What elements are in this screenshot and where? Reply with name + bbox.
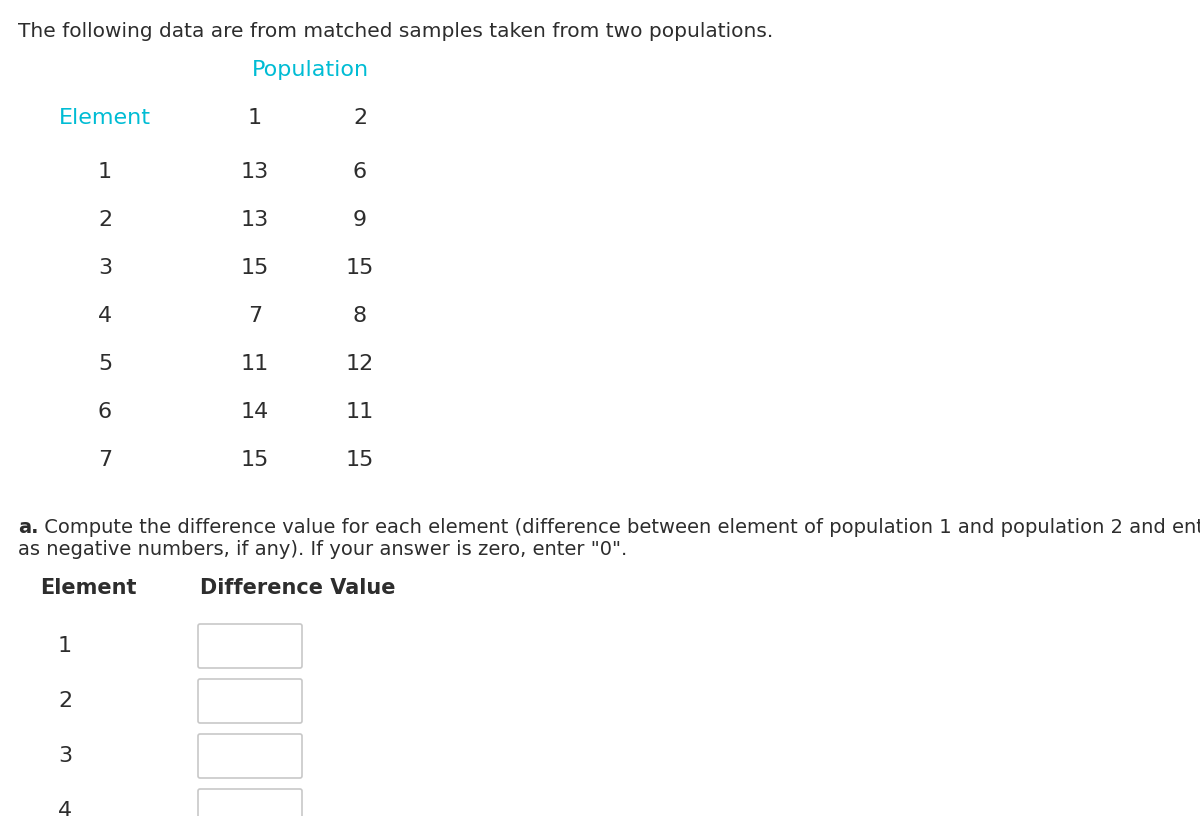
Text: 15: 15 [241, 450, 269, 470]
Text: 2: 2 [353, 108, 367, 128]
Text: Population: Population [252, 60, 368, 80]
Text: 1: 1 [248, 108, 262, 128]
Text: 8: 8 [353, 306, 367, 326]
Text: Element: Element [59, 108, 151, 128]
Text: 2: 2 [58, 691, 72, 711]
FancyBboxPatch shape [198, 789, 302, 816]
Text: a.: a. [18, 518, 38, 537]
Text: 13: 13 [241, 210, 269, 230]
Text: 2: 2 [98, 210, 112, 230]
Text: 1: 1 [58, 636, 72, 656]
FancyBboxPatch shape [198, 734, 302, 778]
Text: 9: 9 [353, 210, 367, 230]
Text: 4: 4 [58, 801, 72, 816]
Text: 11: 11 [346, 402, 374, 422]
Text: 15: 15 [346, 450, 374, 470]
Text: 13: 13 [241, 162, 269, 182]
Text: 3: 3 [98, 258, 112, 278]
Text: 1: 1 [98, 162, 112, 182]
FancyBboxPatch shape [198, 679, 302, 723]
Text: 7: 7 [248, 306, 262, 326]
Text: Compute the difference value for each element (difference between element of pop: Compute the difference value for each el… [38, 518, 1200, 537]
Text: The following data are from matched samples taken from two populations.: The following data are from matched samp… [18, 22, 773, 41]
Text: 15: 15 [346, 258, 374, 278]
Text: 11: 11 [241, 354, 269, 374]
Text: 12: 12 [346, 354, 374, 374]
Text: 14: 14 [241, 402, 269, 422]
Text: 15: 15 [241, 258, 269, 278]
Text: 6: 6 [353, 162, 367, 182]
FancyBboxPatch shape [198, 624, 302, 668]
Text: 4: 4 [98, 306, 112, 326]
Text: as negative numbers, if any). If your answer is zero, enter "0".: as negative numbers, if any). If your an… [18, 540, 628, 559]
Text: 5: 5 [98, 354, 112, 374]
Text: Difference Value: Difference Value [200, 578, 396, 598]
Text: 7: 7 [98, 450, 112, 470]
Text: 6: 6 [98, 402, 112, 422]
Text: Element: Element [40, 578, 137, 598]
Text: 3: 3 [58, 746, 72, 766]
